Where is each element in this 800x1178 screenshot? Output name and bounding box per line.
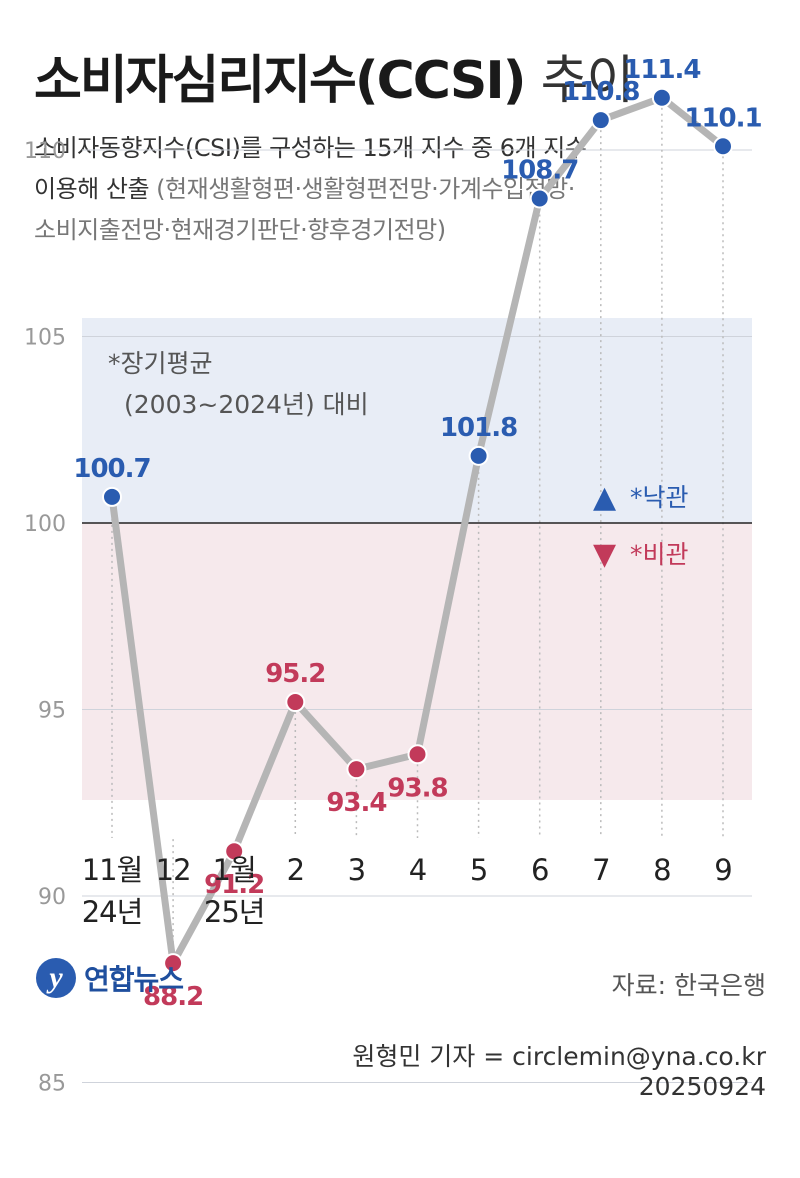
x-tick-label: 12 [156,853,191,887]
data-label: 110.1 [684,103,761,133]
data-label: 110.8 [562,77,639,107]
data-label: 100.7 [73,454,150,484]
source-credit: 자료: 한국은행 [611,971,766,1000]
data-point [102,486,122,507]
data-point [529,188,550,209]
annotation-line-1: *장기평균 [108,349,213,378]
x-tick-label: 4 [409,853,426,887]
chart-subtitle: 소비자동향지수(CSI)를 구성하는 15개 지수 중 6개 지수 이용해 산출… [34,128,774,251]
title-main: 소비자심리지수(CCSI) [34,51,526,111]
data-label: 91.2 [204,870,264,900]
subtitle-line-2: 이용해 산출 (현재생활형편·생활형편전망·가계수입전망· [34,169,774,210]
data-point [163,953,184,974]
data-point [346,759,367,780]
data-point [285,692,306,713]
legend-optimistic-icon: ▲ [593,480,616,515]
y-tick-label: 85 [38,1072,66,1097]
y-tick-label: 105 [24,326,66,351]
logo-icon: y [36,958,76,998]
x-tick-label: 9 [714,853,731,887]
x-tick-label: 6 [531,853,548,887]
reporter-line: 원형민 기자 = circlemin@yna.co.kr [352,1042,766,1071]
x-tick-label: 3 [348,853,365,887]
data-point [590,110,611,131]
optimistic-band [82,318,752,523]
data-point [407,744,428,765]
x-tick-label: 8 [653,853,670,887]
x-tick-label: 5 [470,853,487,887]
x-tick-label: 24년 [82,895,143,929]
legend-pessimistic-icon: ▼ [593,537,616,572]
data-label: 95.2 [265,659,325,689]
x-tick-label: 1월 [213,853,256,887]
y-tick-label: 100 [24,512,66,537]
x-tick-label: 11월 [82,853,143,887]
x-tick-label: 2 [287,853,304,887]
annotation-line-2: (2003~2024년) 대비 [124,390,369,419]
subtitle-line-2-grey: (현재생활형편·생활형편전망·가계수입전망· [156,175,575,203]
gridlines [82,149,752,1083]
data-label: 111.4 [623,55,700,85]
data-point [651,87,672,108]
legend-pessimistic-label: *비관 [630,540,689,569]
y-tick-label: 90 [38,885,66,910]
chart-title: 소비자심리지수(CCSI) 추이 [34,38,635,113]
reporter-credit: 원형민 기자 = circlemin@yna.co.kr 20250924 [352,1042,766,1102]
x-tick-label: 25년 [204,895,265,929]
x-tick-label: 7 [592,853,609,887]
subtitle-line-2-dark: 이용해 산출 [34,175,150,203]
publish-date: 20250924 [638,1072,766,1101]
y-axis-ticks: 85 90 95 100 105 110 [24,139,66,1097]
y-tick-label: 95 [38,699,66,724]
data-label: 101.8 [440,413,517,443]
data-labels: 100.7 88.2 91.2 95.2 93.4 93.8 101.8 108.7 110.8… [73,55,762,1012]
legend-optimistic-label: *낙관 [630,483,689,512]
subtitle-line-3: 소비지출전망·현재경기판단·향후경기전망) [34,216,446,244]
data-label: 88.2 [143,982,203,1012]
data-points [102,87,733,974]
logo-text: 연합뉴스 [84,963,184,996]
data-point [468,445,489,466]
data-label: 93.8 [387,773,447,803]
subtitle-line-1: 소비자동향지수(CSI)를 구성하는 15개 지수 중 6개 지수 [34,134,587,162]
data-label: 93.4 [326,788,386,818]
y-tick-label: 110 [24,139,66,164]
data-label: 108.7 [501,155,578,185]
data-point [224,841,245,862]
yonhap-logo: y 연합뉴스 [36,958,184,998]
title-suffix: 추이 [540,51,635,111]
data-point [713,136,733,157]
x-axis-labels: 11월 24년 12 1월 25년 2 3 4 5 6 7 8 9 [82,853,733,929]
